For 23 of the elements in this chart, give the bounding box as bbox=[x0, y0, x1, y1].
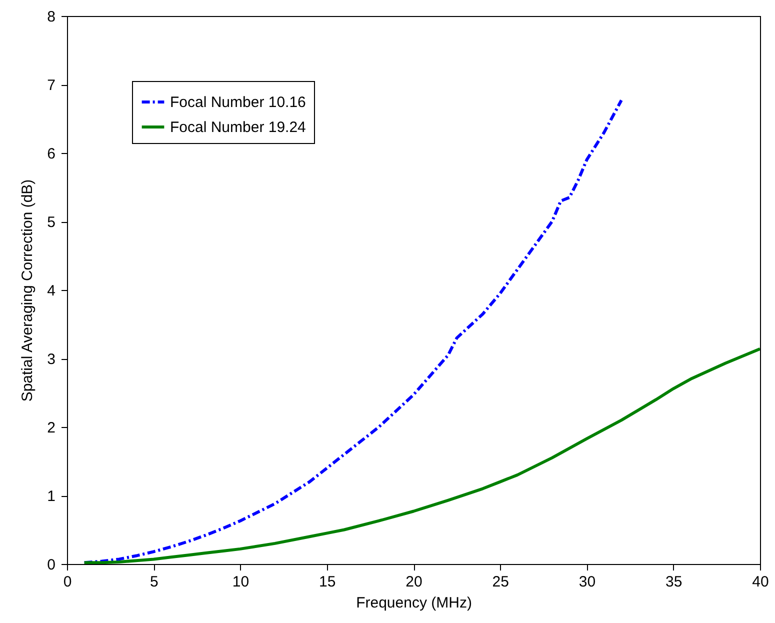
x-tick-label: 0 bbox=[63, 574, 72, 590]
legend-label: Focal Number 10.16 bbox=[170, 94, 306, 111]
y-tick-label: 5 bbox=[47, 214, 56, 231]
y-axis-title: Spatial Averaging Correction (dB) bbox=[19, 179, 36, 402]
x-tick-label: 15 bbox=[319, 574, 336, 590]
y-tick-label: 6 bbox=[47, 146, 56, 162]
y-tick-label: 0 bbox=[47, 556, 56, 574]
y-tick-label: 2 bbox=[47, 420, 56, 436]
x-tick-label: 40 bbox=[752, 574, 769, 590]
x-tick-label: 25 bbox=[492, 574, 509, 590]
x-tick-label: 5 bbox=[150, 574, 158, 590]
x-axis-title: Frequency (MHz) bbox=[356, 594, 472, 612]
y-tick-label: 7 bbox=[47, 77, 56, 94]
legend-label: Focal Number 19.24 bbox=[170, 119, 306, 136]
x-tick-label: 10 bbox=[232, 574, 250, 590]
x-tick-label: 20 bbox=[406, 574, 422, 590]
line-series bbox=[82, 347, 760, 564]
y-tick-label: 8 bbox=[47, 8, 56, 26]
y-tick-label: 1 bbox=[47, 488, 56, 505]
y-tick-label: 4 bbox=[47, 282, 56, 300]
x-tick-label: 30 bbox=[578, 574, 596, 590]
x-tick-label: 35 bbox=[666, 574, 682, 590]
y-tick-label: 3 bbox=[47, 351, 56, 368]
